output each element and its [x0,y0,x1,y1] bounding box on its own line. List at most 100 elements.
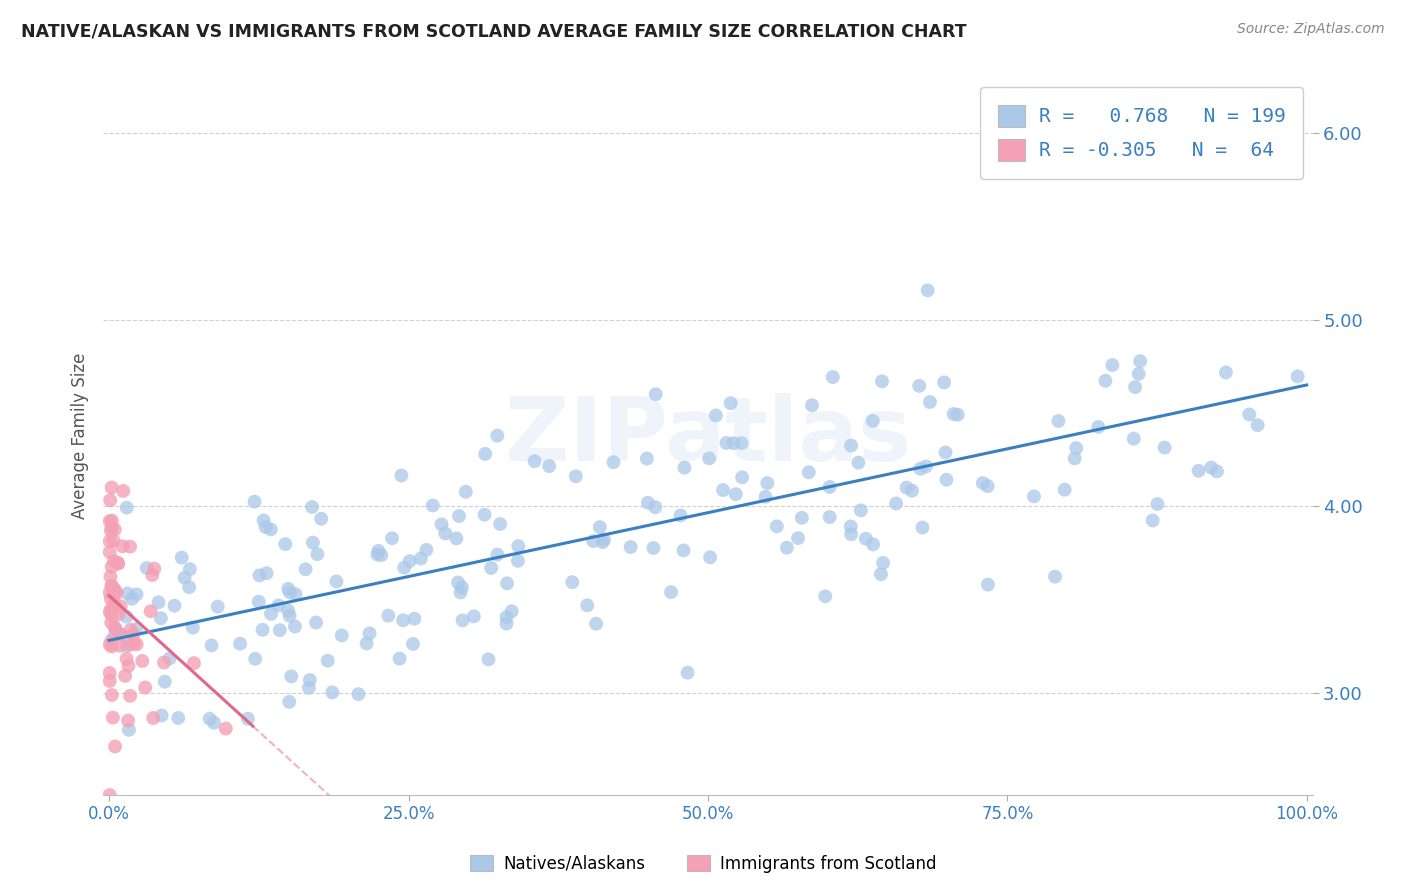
Point [404,612,426,626]
Point [356,636,378,650]
Point [388,651,411,665]
Point [294,562,316,576]
Point [135,561,157,575]
Point [101,688,124,702]
Point [107,556,129,570]
Point [450,580,472,594]
Point [115,639,138,653]
Point [104,739,127,754]
Point [972,476,994,491]
Point [98,605,121,619]
Point [120,689,142,703]
Point [756,476,779,491]
Point [114,669,136,683]
Point [120,623,142,637]
Point [506,554,529,568]
Point [474,447,496,461]
Point [278,608,301,623]
Point [884,496,907,510]
Point [100,633,122,648]
Point [1022,490,1045,504]
Point [98,493,121,508]
Point [474,508,496,522]
Point [301,500,323,514]
Point [100,615,122,630]
Point [593,533,616,547]
Point [254,520,277,534]
Point [1215,366,1237,380]
Point [918,395,941,409]
Point [179,562,201,576]
Point [932,376,955,390]
Point [801,398,824,412]
Point [855,532,877,546]
Point [711,483,734,497]
Point [659,585,682,599]
Point [110,599,132,614]
Point [1146,497,1168,511]
Point [153,674,176,689]
Point [115,500,138,515]
Point [117,714,139,728]
Point [100,602,122,616]
Point [870,567,893,582]
Point [699,550,721,565]
Point [839,439,862,453]
Point [247,594,270,608]
Point [392,613,415,627]
Point [790,510,813,524]
Point [100,607,122,622]
Point [839,519,862,533]
Point [143,562,166,576]
Point [98,638,121,652]
Point [434,526,457,541]
Point [121,591,143,606]
Text: ZIPatlas: ZIPatlas [505,392,911,480]
Point [1199,460,1222,475]
Point [523,454,546,468]
Point [896,481,918,495]
Point [278,585,301,599]
Point [1087,420,1109,434]
Point [946,408,969,422]
Point [125,587,148,601]
Point [108,639,131,653]
Legend: Natives/Alaskans, Immigrants from Scotland: Natives/Alaskans, Immigrants from Scotla… [463,848,943,880]
Point [179,580,201,594]
Point [697,451,720,466]
Point [582,534,605,549]
Point [1064,441,1087,455]
Point [309,512,332,526]
Point [252,623,274,637]
Point [942,407,965,421]
Point [1286,369,1309,384]
Point [447,575,470,590]
Point [98,665,121,680]
Point [1122,432,1144,446]
Point [797,465,820,479]
Point [389,468,412,483]
Point [814,589,837,603]
Point [307,547,329,561]
Point [104,621,127,635]
Point [105,586,128,600]
Point [249,568,271,582]
Point [447,509,470,524]
Point [183,656,205,670]
Point [479,561,502,575]
Point [104,523,127,537]
Point [98,585,121,599]
Point [112,483,135,498]
Point [122,636,145,650]
Point [229,637,252,651]
Point [252,514,274,528]
Point [565,469,588,483]
Point [908,379,931,393]
Point [1239,408,1261,422]
Point [100,640,122,654]
Point [98,514,121,528]
Point [202,715,225,730]
Point [100,521,122,535]
Point [139,604,162,618]
Point [98,673,121,688]
